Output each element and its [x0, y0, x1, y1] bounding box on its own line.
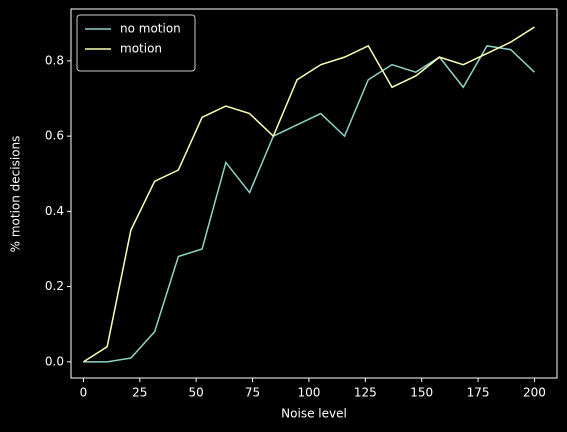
- x-tick-label: 125: [354, 386, 377, 400]
- y-tick-label: 0.0: [45, 354, 64, 368]
- x-tick-label: 150: [410, 386, 433, 400]
- legend-label: motion: [120, 42, 162, 56]
- y-axis-label: % motion decisions: [9, 136, 23, 253]
- x-tick-label: 50: [189, 386, 204, 400]
- y-tick-label: 0.6: [45, 129, 64, 143]
- x-axis-label: Noise level: [281, 407, 347, 421]
- y-tick-label: 0.8: [45, 53, 64, 67]
- x-tick-label: 100: [297, 386, 320, 400]
- x-tick-label: 25: [132, 386, 147, 400]
- x-tick-label: 200: [523, 386, 546, 400]
- x-tick-label: 175: [467, 386, 490, 400]
- plot-frame: [70, 8, 558, 379]
- legend-label: no motion: [120, 22, 181, 36]
- line: [83, 45, 535, 363]
- x-tick-label: 75: [245, 386, 260, 400]
- y-tick-label: 0.4: [45, 204, 64, 218]
- x-tick-label: 0: [80, 386, 88, 400]
- y-tick-label: 0.2: [45, 279, 64, 293]
- line: [83, 26, 535, 363]
